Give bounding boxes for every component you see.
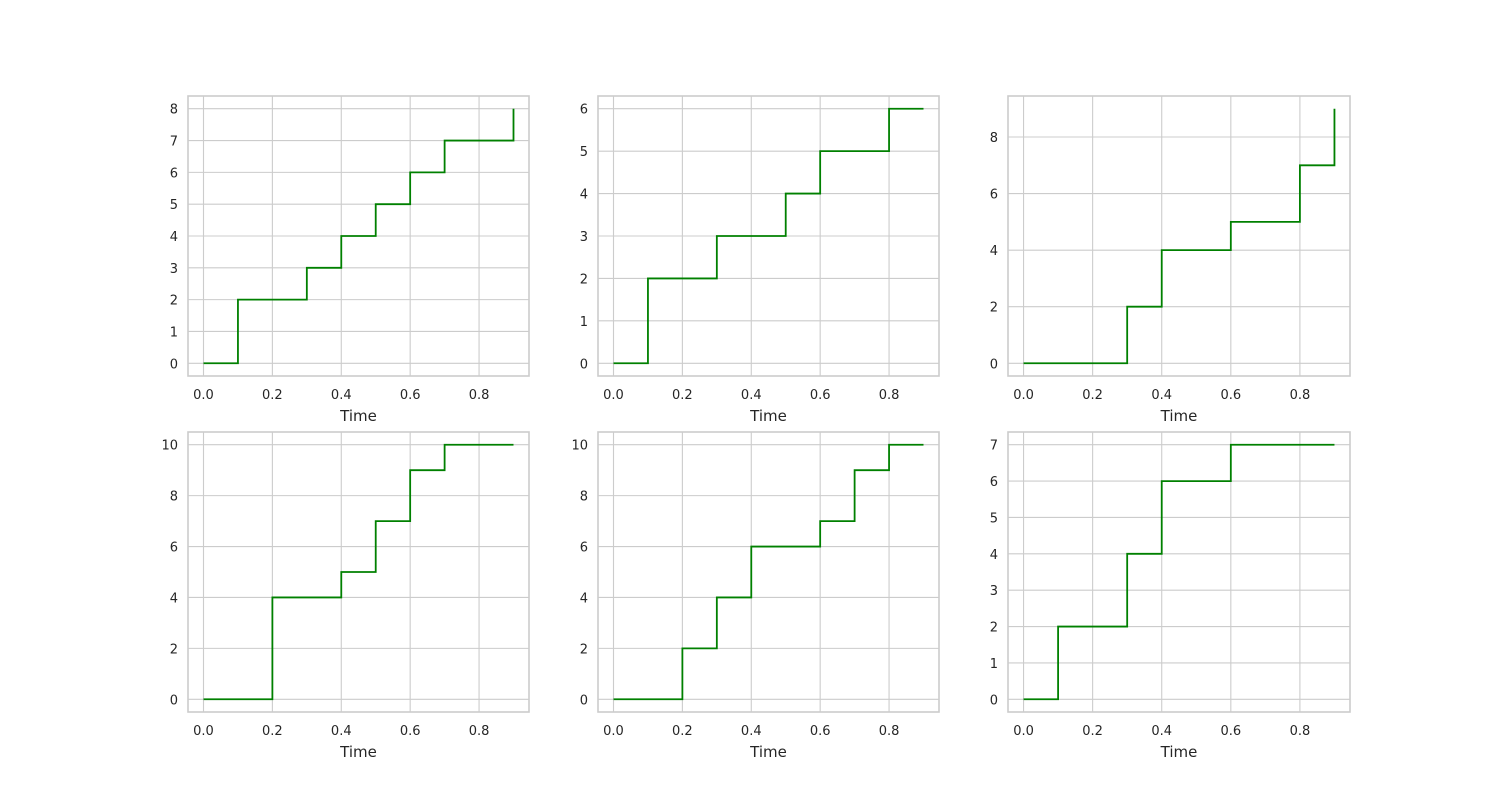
axes-frame — [1007, 431, 1351, 713]
x-tick-label: 0.2 — [1082, 388, 1103, 403]
y-tick-label: 1 — [580, 315, 588, 330]
series-line — [203, 443, 514, 701]
y-tick-label: 3 — [170, 262, 178, 277]
axes-frame — [187, 431, 530, 713]
axes-frame — [187, 95, 530, 377]
series-line — [1023, 108, 1336, 365]
x-axis-label: Time — [749, 407, 787, 425]
x-tick-label: 0.0 — [603, 724, 624, 739]
x-tick-label: 0.4 — [1151, 724, 1172, 739]
y-tick-label: 0 — [580, 693, 588, 708]
y-tick-label: 6 — [990, 188, 998, 203]
y-tick-label: 8 — [580, 490, 588, 505]
y-tick-label: 6 — [580, 103, 588, 118]
x-tick-label: 0.4 — [741, 724, 762, 739]
axes-frame — [1007, 95, 1351, 377]
y-tick-label: 2 — [170, 642, 178, 657]
subplot-3: 0.0 0.2 0.4 0.6 0.8 0 2 4 6 8 Time — [990, 95, 1351, 425]
y-tick-label: 0 — [990, 357, 998, 372]
subplot-2: 0.0 0.2 0.4 0.6 0.8 0 1 2 3 4 5 6 Time — [580, 95, 940, 425]
x-axis-label: Time — [339, 407, 377, 425]
y-tick-label: 6 — [170, 541, 178, 556]
x-tick-label: 0.6 — [400, 388, 421, 403]
y-tick-label: 6 — [170, 166, 178, 181]
subplot-6: 0.0 0.2 0.4 0.6 0.8 0 1 2 3 4 5 6 7 Time — [990, 431, 1351, 761]
y-tick-label: 4 — [580, 591, 588, 606]
x-tick-label: 0.6 — [400, 724, 421, 739]
subplot-4: 0.0 0.2 0.4 0.6 0.8 0 2 4 6 8 10 Time — [161, 431, 530, 761]
x-tick-label: 0.6 — [1220, 724, 1241, 739]
y-tick-label: 5 — [580, 145, 588, 160]
y-tick-label: 8 — [170, 103, 178, 118]
y-tick-label: 0 — [170, 357, 178, 372]
series-line — [613, 107, 924, 365]
y-tick-label: 4 — [990, 548, 998, 563]
x-tick-label: 0.8 — [469, 388, 490, 403]
y-tick-label: 7 — [170, 135, 178, 150]
x-tick-label: 0.2 — [262, 724, 283, 739]
x-axis-label: Time — [749, 743, 787, 761]
x-tick-label: 0.6 — [1220, 388, 1241, 403]
x-tick-label: 0.8 — [1290, 724, 1311, 739]
x-axis-label: Time — [1160, 743, 1198, 761]
y-tick-label: 0 — [170, 693, 178, 708]
y-tick-label: 6 — [990, 475, 998, 490]
x-tick-label: 0.6 — [810, 388, 831, 403]
plot-area — [598, 432, 939, 712]
y-tick-label: 8 — [170, 490, 178, 505]
y-tick-label: 5 — [990, 511, 998, 526]
series-line — [613, 443, 924, 701]
x-tick-label: 0.2 — [672, 724, 693, 739]
x-tick-label: 0.8 — [879, 724, 900, 739]
x-tick-label: 0.0 — [193, 388, 214, 403]
y-tick-label: 10 — [161, 439, 178, 454]
y-tick-label: 2 — [580, 272, 588, 287]
y-tick-label: 5 — [170, 198, 178, 213]
y-tick-label: 4 — [990, 244, 998, 259]
x-axis-label: Time — [1160, 407, 1198, 425]
x-axis-label: Time — [339, 743, 377, 761]
y-tick-label: 2 — [990, 301, 998, 316]
y-tick-label: 1 — [990, 657, 998, 672]
axes-frame — [597, 95, 940, 377]
x-tick-label: 0.0 — [1013, 724, 1034, 739]
x-tick-label: 0.8 — [1290, 388, 1311, 403]
y-tick-label: 0 — [990, 693, 998, 708]
x-tick-label: 0.2 — [1082, 724, 1103, 739]
y-tick-label: 3 — [580, 230, 588, 245]
x-tick-label: 0.8 — [879, 388, 900, 403]
x-tick-label: 0.6 — [810, 724, 831, 739]
x-tick-label: 0.0 — [603, 388, 624, 403]
series-line — [1023, 443, 1335, 701]
series-line — [203, 108, 515, 365]
x-tick-label: 0.4 — [741, 388, 762, 403]
subplot-5: 0.0 0.2 0.4 0.6 0.8 0 2 4 6 8 10 Time — [571, 431, 940, 761]
y-tick-label: 8 — [990, 131, 998, 146]
x-tick-label: 0.4 — [1151, 388, 1172, 403]
x-tick-label: 0.0 — [193, 724, 214, 739]
y-tick-label: 1 — [170, 325, 178, 340]
x-tick-label: 0.4 — [331, 388, 352, 403]
x-tick-label: 0.0 — [1013, 388, 1034, 403]
y-tick-label: 10 — [571, 439, 588, 454]
y-tick-label: 3 — [990, 584, 998, 599]
y-tick-label: 4 — [170, 230, 178, 245]
y-tick-label: 2 — [990, 621, 998, 636]
y-tick-label: 4 — [170, 591, 178, 606]
y-tick-label: 2 — [580, 642, 588, 657]
x-tick-label: 0.2 — [672, 388, 693, 403]
y-tick-label: 2 — [170, 294, 178, 309]
x-tick-label: 0.2 — [262, 388, 283, 403]
x-tick-label: 0.4 — [331, 724, 352, 739]
y-tick-label: 6 — [580, 541, 588, 556]
axes-frame — [597, 431, 940, 713]
x-tick-label: 0.8 — [469, 724, 490, 739]
subplot-1: 0.0 0.2 0.4 0.6 0.8 0 1 2 3 4 5 6 7 8 Time — [170, 95, 530, 425]
y-tick-label: 4 — [580, 188, 588, 203]
y-tick-label: 7 — [990, 439, 998, 454]
plot-area — [1008, 96, 1350, 376]
plot-area — [1008, 432, 1350, 712]
y-tick-label: 0 — [580, 357, 588, 372]
